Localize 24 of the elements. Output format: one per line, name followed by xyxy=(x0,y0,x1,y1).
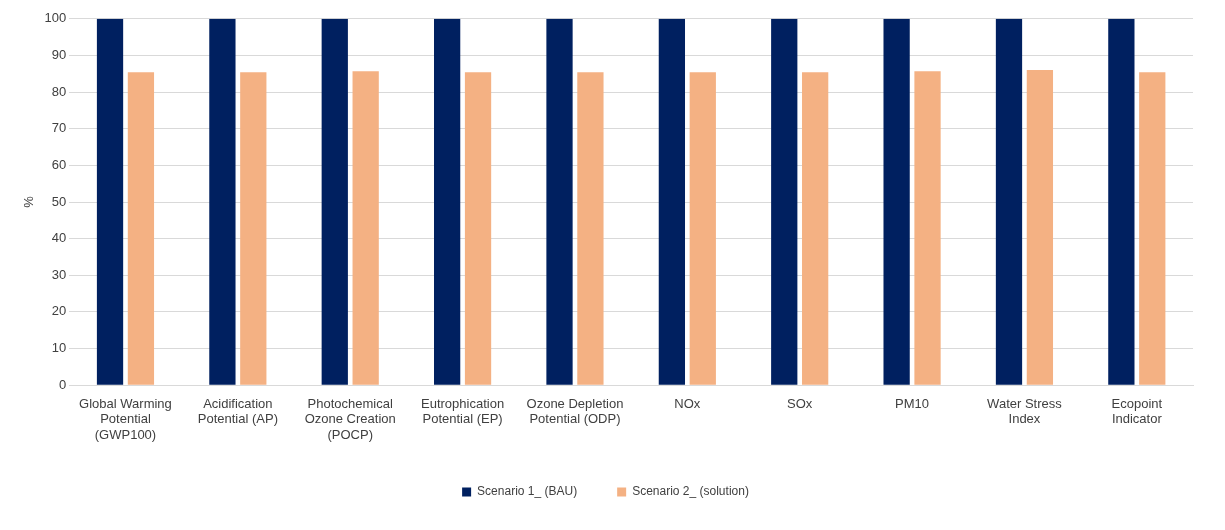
x-tick-label: Ozone Depletion Potential (ODP) xyxy=(526,395,624,427)
y-tick-label: 60 xyxy=(51,156,67,172)
y-tick-label: 10 xyxy=(51,340,67,356)
x-tick-label: Acidification Potential (AP) xyxy=(197,395,278,427)
y-tick-label: 90 xyxy=(51,47,67,63)
legend-label: Scenario 2_ (solution) xyxy=(632,484,749,499)
y-tick-label: 40 xyxy=(51,230,67,246)
x-tick-label: NOx xyxy=(674,395,701,411)
y-tick-label: 70 xyxy=(51,120,67,136)
x-tick-label: SOx xyxy=(787,395,813,411)
x-tick-label: Eutrophication Potential (EP) xyxy=(421,395,505,427)
y-tick-label: 100 xyxy=(44,10,67,26)
y-axis-title: % xyxy=(21,195,37,208)
y-tick-label: 0 xyxy=(59,376,67,392)
x-tick-label: Ecopoint Indicator xyxy=(1111,395,1163,427)
y-tick-label: 30 xyxy=(51,266,67,282)
y-tick-label: 20 xyxy=(51,303,67,319)
y-tick-label: 50 xyxy=(51,193,67,209)
x-tick-label: PM10 xyxy=(895,395,930,411)
x-tick-label: Photochemical Ozone Creation (POCP) xyxy=(304,395,396,442)
x-tick-label: Water Stress Index xyxy=(987,395,1063,427)
legend-label: Scenario 1_ (BAU) xyxy=(477,484,578,499)
y-tick-label: 80 xyxy=(51,83,67,99)
x-tick-label: Global Warming Potential (GWP100) xyxy=(79,395,172,442)
